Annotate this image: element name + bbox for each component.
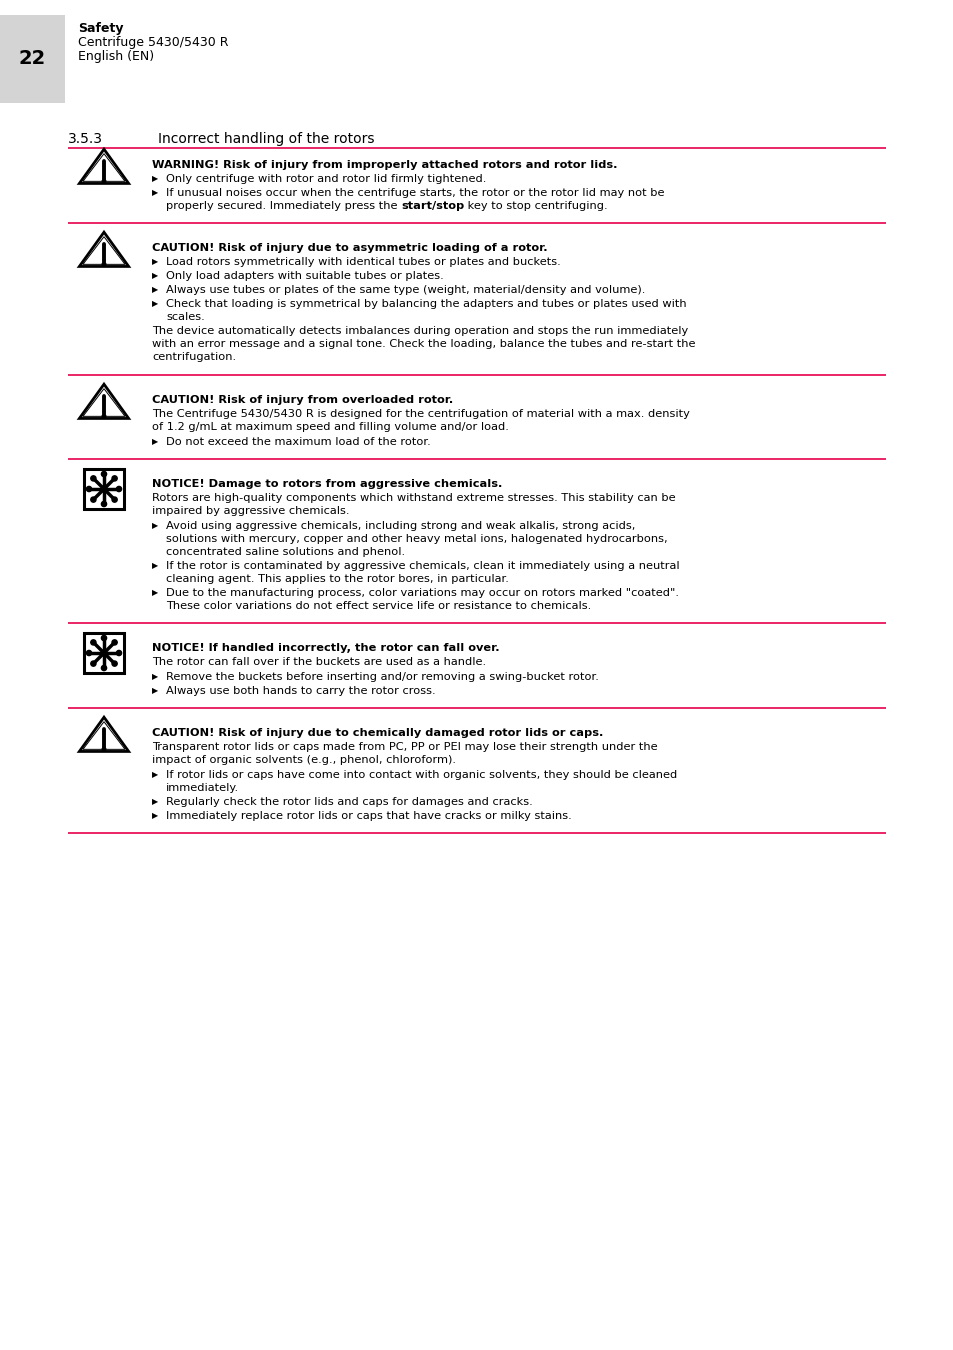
Bar bbox=[84, 468, 124, 509]
Text: ▶: ▶ bbox=[152, 672, 158, 680]
Circle shape bbox=[101, 666, 107, 671]
Circle shape bbox=[91, 640, 96, 645]
Circle shape bbox=[112, 662, 117, 666]
Bar bbox=[84, 633, 124, 674]
Polygon shape bbox=[83, 722, 125, 749]
Text: ▶: ▶ bbox=[152, 174, 158, 184]
Text: concentrated saline solutions and phenol.: concentrated saline solutions and phenol… bbox=[166, 547, 405, 558]
Text: with an error message and a signal tone. Check the loading, balance the tubes an: with an error message and a signal tone.… bbox=[152, 339, 695, 350]
Text: ▶: ▶ bbox=[152, 796, 158, 806]
Text: centrifugation.: centrifugation. bbox=[152, 352, 236, 362]
Text: Always use tubes or plates of the same type (weight, material/density and volume: Always use tubes or plates of the same t… bbox=[166, 285, 644, 296]
Polygon shape bbox=[79, 717, 129, 752]
Circle shape bbox=[101, 501, 107, 506]
Circle shape bbox=[101, 636, 107, 641]
Text: properly secured. Immediately press the: properly secured. Immediately press the bbox=[166, 201, 400, 211]
Circle shape bbox=[116, 651, 121, 656]
Circle shape bbox=[87, 486, 91, 491]
Text: 22: 22 bbox=[18, 50, 46, 69]
Circle shape bbox=[102, 262, 106, 266]
Polygon shape bbox=[79, 385, 129, 418]
Circle shape bbox=[112, 475, 117, 481]
Text: ▶: ▶ bbox=[152, 769, 158, 779]
Text: start/stop: start/stop bbox=[400, 201, 464, 211]
Text: Immediately replace rotor lids or caps that have cracks or milky stains.: Immediately replace rotor lids or caps t… bbox=[166, 811, 571, 821]
Circle shape bbox=[91, 662, 96, 666]
Text: impact of organic solvents (e.g., phenol, chloroform).: impact of organic solvents (e.g., phenol… bbox=[152, 755, 456, 765]
Text: solutions with mercury, copper and other heavy metal ions, halogenated hydrocarb: solutions with mercury, copper and other… bbox=[166, 535, 667, 544]
Bar bbox=[0, 15, 65, 103]
Circle shape bbox=[101, 649, 107, 656]
Circle shape bbox=[91, 497, 96, 502]
Text: English (EN): English (EN) bbox=[78, 50, 154, 63]
Text: ▶: ▶ bbox=[152, 562, 158, 570]
Polygon shape bbox=[83, 236, 125, 265]
Text: cleaning agent. This applies to the rotor bores, in particular.: cleaning agent. This applies to the roto… bbox=[166, 574, 508, 585]
Text: If rotor lids or caps have come into contact with organic solvents, they should : If rotor lids or caps have come into con… bbox=[166, 769, 677, 780]
Text: If unusual noises occur when the centrifuge starts, the rotor or the rotor lid m: If unusual noises occur when the centrif… bbox=[166, 188, 664, 198]
Text: ▶: ▶ bbox=[152, 686, 158, 695]
Polygon shape bbox=[79, 232, 129, 266]
Text: NOTICE! Damage to rotors from aggressive chemicals.: NOTICE! Damage to rotors from aggressive… bbox=[152, 479, 502, 489]
Circle shape bbox=[101, 471, 107, 477]
Circle shape bbox=[101, 486, 107, 491]
Text: Check that loading is symmetrical by balancing the adapters and tubes or plates : Check that loading is symmetrical by bal… bbox=[166, 298, 686, 309]
Text: CAUTION! Risk of injury due to asymmetric loading of a rotor.: CAUTION! Risk of injury due to asymmetri… bbox=[152, 243, 547, 252]
Text: Only centrifuge with rotor and rotor lid firmly tightened.: Only centrifuge with rotor and rotor lid… bbox=[166, 174, 486, 184]
Polygon shape bbox=[83, 389, 125, 416]
Text: Regularly check the rotor lids and caps for damages and cracks.: Regularly check the rotor lids and caps … bbox=[166, 796, 532, 807]
Text: The Centrifuge 5430/5430 R is designed for the centrifugation of material with a: The Centrifuge 5430/5430 R is designed f… bbox=[152, 409, 689, 418]
Text: 3.5.3: 3.5.3 bbox=[68, 132, 103, 146]
Text: These color variations do not effect service life or resistance to chemicals.: These color variations do not effect ser… bbox=[166, 601, 591, 612]
Text: ▶: ▶ bbox=[152, 298, 158, 308]
Circle shape bbox=[112, 640, 117, 645]
Text: Avoid using aggressive chemicals, including strong and weak alkalis, strong acid: Avoid using aggressive chemicals, includ… bbox=[166, 521, 635, 531]
Text: CAUTION! Risk of injury from overloaded rotor.: CAUTION! Risk of injury from overloaded … bbox=[152, 396, 453, 405]
Circle shape bbox=[112, 497, 117, 502]
Text: Rotors are high-quality components which withstand extreme stresses. This stabil: Rotors are high-quality components which… bbox=[152, 493, 675, 504]
Circle shape bbox=[91, 475, 96, 481]
Text: ▶: ▶ bbox=[152, 521, 158, 531]
Text: Due to the manufacturing process, color variations may occur on rotors marked "c: Due to the manufacturing process, color … bbox=[166, 589, 679, 598]
Text: ▶: ▶ bbox=[152, 256, 158, 266]
Text: ▶: ▶ bbox=[152, 188, 158, 197]
Text: Safety: Safety bbox=[78, 22, 123, 35]
Text: scales.: scales. bbox=[166, 312, 205, 323]
Text: Do not exceed the maximum load of the rotor.: Do not exceed the maximum load of the ro… bbox=[166, 437, 431, 447]
Text: immediately.: immediately. bbox=[166, 783, 239, 792]
Text: NOTICE! If handled incorrectly, the rotor can fall over.: NOTICE! If handled incorrectly, the roto… bbox=[152, 643, 499, 653]
Text: Only load adapters with suitable tubes or plates.: Only load adapters with suitable tubes o… bbox=[166, 271, 443, 281]
Text: ▶: ▶ bbox=[152, 811, 158, 819]
Text: Always use both hands to carry the rotor cross.: Always use both hands to carry the rotor… bbox=[166, 686, 436, 697]
Text: CAUTION! Risk of injury due to chemically damaged rotor lids or caps.: CAUTION! Risk of injury due to chemicall… bbox=[152, 728, 602, 738]
Text: The rotor can fall over if the buckets are used as a handle.: The rotor can fall over if the buckets a… bbox=[152, 657, 486, 667]
Circle shape bbox=[102, 414, 106, 418]
Circle shape bbox=[87, 651, 91, 656]
Polygon shape bbox=[79, 150, 129, 184]
Text: ▶: ▶ bbox=[152, 437, 158, 446]
Text: Centrifuge 5430/5430 R: Centrifuge 5430/5430 R bbox=[78, 36, 229, 49]
Text: Load rotors symmetrically with identical tubes or plates and buckets.: Load rotors symmetrically with identical… bbox=[166, 256, 560, 267]
Text: If the rotor is contaminated by aggressive chemicals, clean it immediately using: If the rotor is contaminated by aggressi… bbox=[166, 562, 679, 571]
Text: key to stop centrifuging.: key to stop centrifuging. bbox=[464, 201, 607, 211]
Text: WARNING! Risk of injury from improperly attached rotors and rotor lids.: WARNING! Risk of injury from improperly … bbox=[152, 161, 617, 170]
Circle shape bbox=[102, 748, 106, 751]
Text: of 1.2 g/mL at maximum speed and filling volume and/or load.: of 1.2 g/mL at maximum speed and filling… bbox=[152, 423, 508, 432]
Text: ▶: ▶ bbox=[152, 271, 158, 279]
Text: ▶: ▶ bbox=[152, 285, 158, 294]
Text: The device automatically detects imbalances during operation and stops the run i: The device automatically detects imbalan… bbox=[152, 325, 687, 336]
Circle shape bbox=[102, 180, 106, 184]
Text: Transparent rotor lids or caps made from PC, PP or PEI may lose their strength u: Transparent rotor lids or caps made from… bbox=[152, 743, 657, 752]
Polygon shape bbox=[83, 154, 125, 181]
Text: Remove the buckets before inserting and/or removing a swing-bucket rotor.: Remove the buckets before inserting and/… bbox=[166, 672, 598, 682]
Text: ▶: ▶ bbox=[152, 589, 158, 597]
Circle shape bbox=[116, 486, 121, 491]
Text: impaired by aggressive chemicals.: impaired by aggressive chemicals. bbox=[152, 506, 349, 516]
Text: Incorrect handling of the rotors: Incorrect handling of the rotors bbox=[158, 132, 375, 146]
